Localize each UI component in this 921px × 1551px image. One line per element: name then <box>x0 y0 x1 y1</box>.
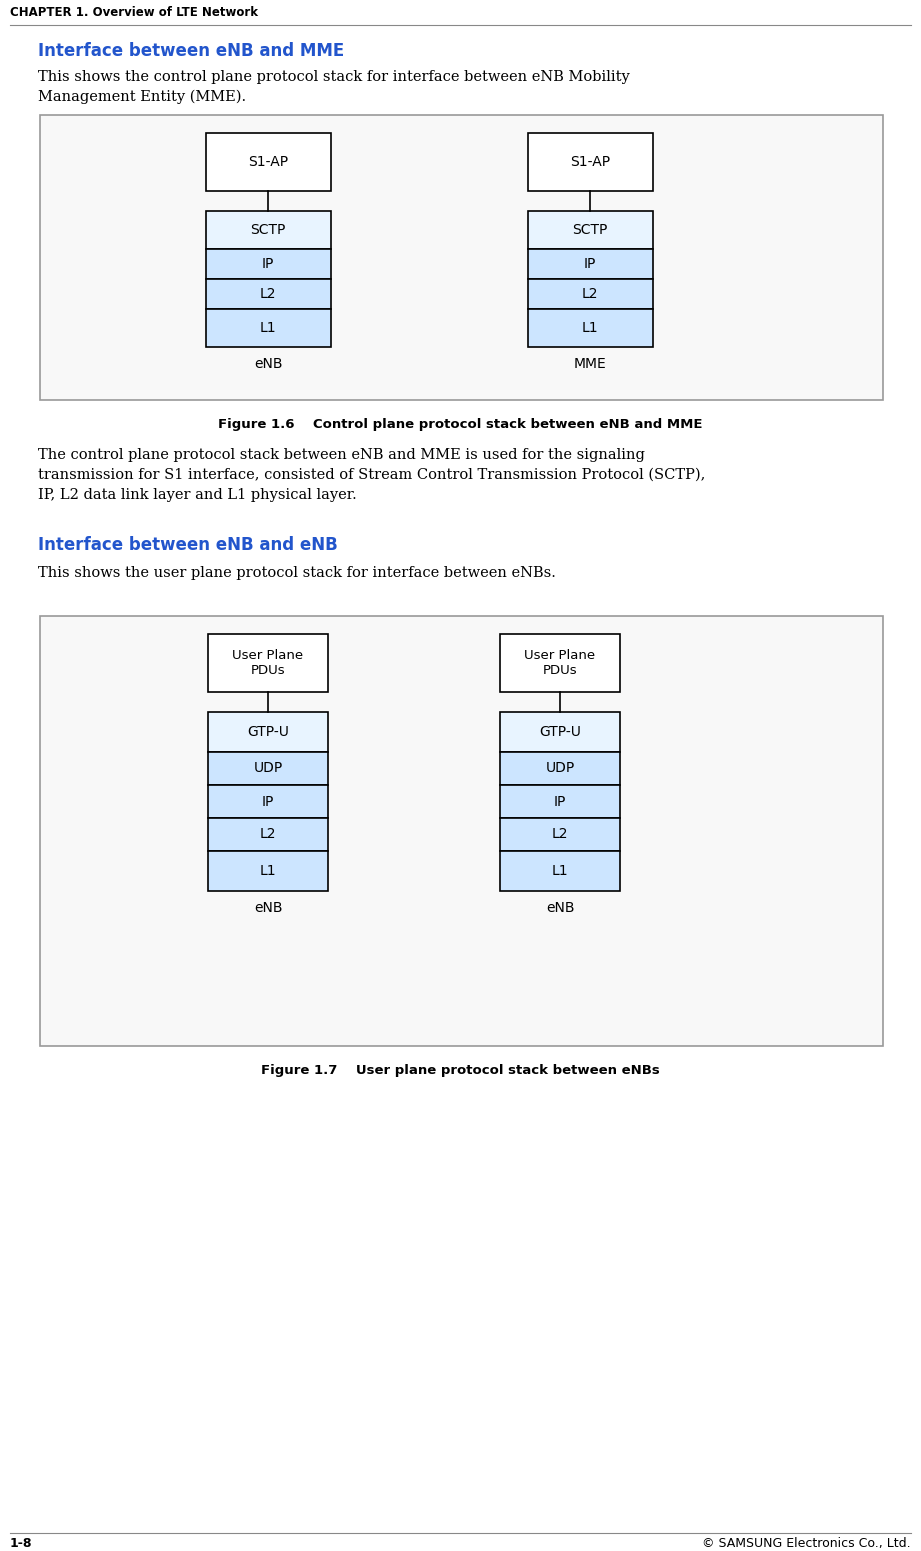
Bar <box>205 250 331 279</box>
Bar <box>205 250 331 279</box>
Bar <box>208 634 328 692</box>
Bar <box>40 115 883 400</box>
Bar <box>208 785 328 817</box>
Text: Interface between eNB and eNB: Interface between eNB and eNB <box>38 537 338 554</box>
Text: L1: L1 <box>260 864 276 878</box>
Text: SCTP: SCTP <box>251 223 286 237</box>
Bar <box>205 133 331 191</box>
Text: SCTP: SCTP <box>572 223 608 237</box>
Bar <box>528 279 652 309</box>
Bar <box>500 785 620 817</box>
Text: eNB: eNB <box>254 357 282 371</box>
Bar <box>528 309 652 347</box>
Bar <box>528 279 652 309</box>
Bar <box>208 785 328 817</box>
Text: Interface between eNB and MME: Interface between eNB and MME <box>38 42 344 60</box>
Bar <box>500 712 620 752</box>
Text: The control plane protocol stack between eNB and MME is used for the signaling: The control plane protocol stack between… <box>38 448 645 462</box>
Text: MME: MME <box>574 357 606 371</box>
Text: IP: IP <box>262 257 274 271</box>
Bar <box>500 785 620 817</box>
Text: GTP-U: GTP-U <box>247 724 289 738</box>
Text: This shows the control plane protocol stack for interface between eNB Mobility: This shows the control plane protocol st… <box>38 70 630 84</box>
Bar <box>208 752 328 785</box>
Text: IP: IP <box>554 794 566 808</box>
Bar <box>205 279 331 309</box>
Bar <box>500 712 620 752</box>
Bar <box>205 211 331 250</box>
Text: UDP: UDP <box>545 762 575 776</box>
Bar <box>500 817 620 851</box>
Bar <box>528 211 652 250</box>
Bar <box>205 309 331 347</box>
Text: IP: IP <box>584 257 596 271</box>
Text: This shows the user plane protocol stack for interface between eNBs.: This shows the user plane protocol stack… <box>38 566 556 580</box>
Bar <box>208 752 328 785</box>
Bar <box>208 817 328 851</box>
Text: Figure 1.7    User plane protocol stack between eNBs: Figure 1.7 User plane protocol stack bet… <box>261 1064 659 1076</box>
Bar <box>500 752 620 785</box>
Text: Figure 1.6    Control plane protocol stack between eNB and MME: Figure 1.6 Control plane protocol stack … <box>217 419 702 431</box>
Bar <box>500 634 620 692</box>
Bar <box>528 250 652 279</box>
Bar <box>500 851 620 890</box>
Bar <box>208 712 328 752</box>
Text: L2: L2 <box>552 828 568 842</box>
Text: GTP-U: GTP-U <box>539 724 581 738</box>
Bar <box>40 616 883 1045</box>
Bar <box>208 817 328 851</box>
Bar <box>500 752 620 785</box>
Bar <box>528 133 652 191</box>
Bar <box>208 851 328 890</box>
Bar <box>205 279 331 309</box>
Text: Management Entity (MME).: Management Entity (MME). <box>38 90 246 104</box>
Bar <box>208 851 328 890</box>
Text: transmission for S1 interface, consisted of Stream Control Transmission Protocol: transmission for S1 interface, consisted… <box>38 468 705 482</box>
Text: L1: L1 <box>552 864 568 878</box>
Text: L1: L1 <box>582 321 599 335</box>
Text: User Plane
PDUs: User Plane PDUs <box>524 648 596 676</box>
Bar <box>208 712 328 752</box>
Text: User Plane
PDUs: User Plane PDUs <box>232 648 304 676</box>
Text: 1-8: 1-8 <box>10 1537 32 1549</box>
Text: eNB: eNB <box>254 901 282 915</box>
Text: L2: L2 <box>582 287 599 301</box>
Text: UDP: UDP <box>253 762 283 776</box>
Text: L2: L2 <box>260 828 276 842</box>
Text: L1: L1 <box>260 321 276 335</box>
Bar <box>528 250 652 279</box>
Bar <box>500 817 620 851</box>
Text: L2: L2 <box>260 287 276 301</box>
Bar <box>205 309 331 347</box>
Text: S1-AP: S1-AP <box>570 155 610 169</box>
Text: CHAPTER 1. Overview of LTE Network: CHAPTER 1. Overview of LTE Network <box>10 6 258 19</box>
Bar <box>528 211 652 250</box>
Text: IP, L2 data link layer and L1 physical layer.: IP, L2 data link layer and L1 physical l… <box>38 489 356 503</box>
Bar <box>205 211 331 250</box>
Bar <box>528 309 652 347</box>
Text: S1-AP: S1-AP <box>248 155 288 169</box>
Text: © SAMSUNG Electronics Co., Ltd.: © SAMSUNG Electronics Co., Ltd. <box>703 1537 911 1549</box>
Text: IP: IP <box>262 794 274 808</box>
Text: eNB: eNB <box>546 901 575 915</box>
Bar <box>500 851 620 890</box>
